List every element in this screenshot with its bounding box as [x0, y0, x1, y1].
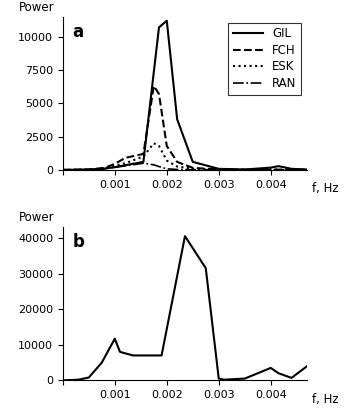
- ESK: [191, 166, 195, 171]
- ESK: [157, 143, 161, 148]
- GIL: [175, 117, 179, 122]
- RAN: [113, 165, 117, 170]
- RAN: [289, 167, 294, 172]
- RAN: [175, 167, 179, 172]
- ESK: [305, 167, 309, 172]
- GIL: [269, 165, 273, 170]
- Text: Power: Power: [19, 211, 54, 224]
- GIL: [191, 159, 195, 164]
- RAN: [123, 163, 127, 168]
- Line: GIL: GIL: [63, 21, 307, 170]
- ESK: [102, 166, 106, 171]
- GIL: [87, 167, 91, 172]
- RAN: [191, 167, 195, 172]
- Line: ESK: ESK: [63, 143, 307, 170]
- Text: b: b: [73, 233, 84, 251]
- Text: f, Hz: f, Hz: [312, 393, 339, 405]
- FCH: [102, 166, 106, 171]
- RAN: [71, 167, 75, 172]
- GIL: [141, 159, 146, 164]
- FCH: [61, 167, 65, 172]
- GIL: [61, 167, 65, 172]
- FCH: [243, 167, 247, 172]
- ESK: [123, 161, 127, 166]
- ESK: [243, 167, 247, 172]
- ESK: [217, 167, 221, 172]
- FCH: [269, 167, 273, 172]
- Text: f, Hz: f, Hz: [312, 182, 339, 195]
- ESK: [87, 167, 91, 172]
- FCH: [152, 84, 156, 89]
- ESK: [175, 164, 179, 169]
- RAN: [217, 167, 221, 172]
- Legend: GIL, FCH, ESK, RAN: GIL, FCH, ESK, RAN: [229, 23, 301, 95]
- FCH: [175, 159, 179, 164]
- GIL: [123, 163, 127, 168]
- GIL: [71, 167, 75, 172]
- FCH: [289, 167, 294, 172]
- RAN: [243, 167, 247, 172]
- ESK: [71, 167, 75, 172]
- RAN: [157, 164, 161, 169]
- ESK: [165, 158, 169, 163]
- FCH: [123, 155, 127, 161]
- GIL: [243, 167, 247, 172]
- FCH: [217, 167, 221, 172]
- GIL: [305, 167, 309, 172]
- GIL: [165, 18, 169, 23]
- FCH: [165, 143, 169, 148]
- FCH: [276, 167, 281, 172]
- FCH: [71, 167, 75, 172]
- Text: Power: Power: [19, 1, 54, 14]
- ESK: [269, 167, 273, 172]
- RAN: [305, 167, 309, 172]
- FCH: [87, 167, 91, 172]
- RAN: [87, 167, 91, 172]
- GIL: [276, 164, 281, 169]
- ESK: [152, 141, 156, 146]
- FCH: [305, 167, 309, 172]
- GIL: [113, 165, 117, 170]
- Line: RAN: RAN: [63, 163, 307, 170]
- RAN: [141, 161, 146, 166]
- ESK: [61, 167, 65, 172]
- RAN: [102, 166, 106, 171]
- Line: FCH: FCH: [63, 86, 307, 170]
- GIL: [102, 166, 106, 171]
- FCH: [191, 166, 195, 171]
- FCH: [157, 92, 161, 97]
- RAN: [165, 166, 169, 171]
- RAN: [269, 167, 273, 172]
- FCH: [141, 151, 146, 156]
- GIL: [217, 166, 221, 171]
- ESK: [289, 167, 294, 172]
- FCH: [113, 161, 117, 166]
- GIL: [289, 166, 294, 171]
- ESK: [113, 163, 117, 168]
- RAN: [152, 162, 156, 167]
- GIL: [157, 25, 161, 30]
- RAN: [61, 167, 65, 172]
- ESK: [141, 154, 146, 159]
- Text: a: a: [73, 23, 84, 41]
